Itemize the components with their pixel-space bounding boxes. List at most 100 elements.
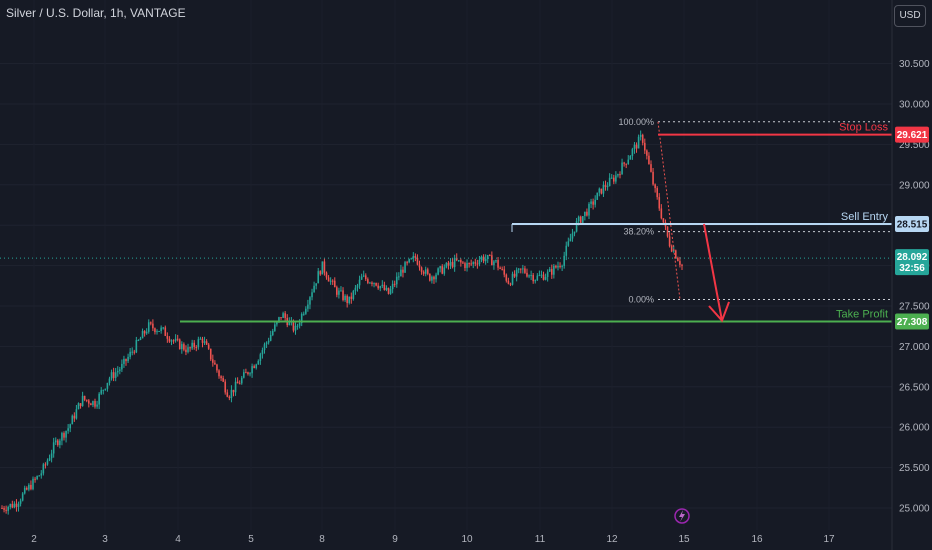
candle-body — [282, 313, 284, 318]
candle-body — [503, 269, 506, 275]
candle-body — [201, 338, 204, 343]
candle-body — [412, 256, 415, 259]
candle-body — [406, 262, 408, 264]
candle-body — [577, 216, 580, 222]
candle-body — [639, 134, 642, 137]
candle-body — [462, 262, 464, 264]
candle-body — [654, 184, 656, 189]
candle-body — [36, 476, 38, 480]
candle-body — [511, 273, 514, 285]
candle-body — [373, 282, 375, 284]
projection-arrowhead — [708, 301, 730, 323]
candle-body — [90, 403, 92, 406]
candle-body — [164, 327, 167, 336]
symbol-title[interactable]: Silver / U.S. Dollar, 1h, VANTAGE — [6, 6, 186, 20]
candle-body — [635, 144, 638, 149]
candle-body — [54, 440, 57, 443]
candle-body — [677, 258, 679, 262]
candle-body — [156, 331, 158, 333]
candle-body — [480, 256, 483, 261]
candle-body — [540, 274, 543, 276]
candle-body — [249, 373, 251, 375]
candle-body — [422, 271, 425, 274]
currency-button[interactable]: USD — [894, 5, 926, 27]
candle-body — [501, 268, 503, 270]
candle-body — [59, 440, 61, 445]
candle-body — [509, 283, 512, 285]
candle-body — [660, 208, 663, 219]
fib-level-label: 0.00% — [628, 295, 654, 305]
candle-body — [650, 164, 652, 172]
candle-body — [596, 192, 599, 200]
candle-body — [431, 276, 433, 281]
candle-body — [199, 338, 202, 340]
y-tick-label: 26.000 — [899, 423, 930, 434]
candle-body — [604, 184, 607, 188]
x-tick-label: 10 — [461, 534, 473, 545]
candle-body — [612, 177, 615, 182]
candle-body — [216, 364, 218, 371]
candle-body — [315, 283, 317, 286]
candle-body — [131, 351, 134, 353]
candle-body — [317, 271, 320, 284]
candle-body — [443, 267, 446, 274]
price-tag — [895, 313, 929, 330]
candle-body — [338, 290, 340, 295]
candle-body — [112, 372, 115, 378]
candle-body — [532, 275, 534, 282]
candle-body — [147, 322, 150, 332]
candle-body — [437, 268, 439, 275]
candle-body — [85, 399, 88, 401]
candle-body — [542, 274, 545, 280]
y-tick-label: 26.500 — [899, 382, 930, 393]
candle-body — [383, 284, 386, 290]
candle-body — [79, 403, 82, 407]
candle-body — [257, 360, 260, 365]
candle-body — [77, 403, 80, 410]
x-tick-label: 2 — [31, 534, 37, 545]
level-name: Take Profit — [836, 309, 888, 321]
candle-body — [615, 175, 617, 182]
candle-body — [598, 188, 601, 193]
candle-body — [300, 313, 303, 324]
candle-body — [418, 264, 421, 268]
candle-body — [311, 292, 313, 298]
candle-body — [536, 275, 539, 281]
candle-body — [139, 338, 142, 341]
candle-body — [63, 433, 65, 438]
candle-body — [548, 269, 551, 272]
candle-body — [356, 285, 359, 288]
candle-body — [393, 283, 396, 285]
candle-body — [108, 378, 111, 383]
candle-body — [594, 199, 596, 205]
candle-body — [185, 349, 187, 353]
candle-body — [344, 295, 346, 300]
candle-body — [145, 331, 148, 334]
candle-body — [350, 296, 353, 299]
candle-body — [209, 348, 212, 360]
candle-body — [94, 401, 96, 407]
candle-body — [160, 327, 162, 331]
candle-body — [445, 262, 448, 268]
candle-body — [435, 274, 437, 280]
candle-body — [75, 409, 78, 419]
candle-body — [123, 358, 125, 364]
candle-body — [181, 344, 183, 350]
candle-body — [466, 263, 468, 268]
y-tick-label: 27.500 — [899, 302, 930, 313]
candle-body — [590, 201, 592, 204]
candle-body — [38, 475, 41, 477]
candle-body — [402, 269, 404, 273]
candle-body — [453, 257, 456, 268]
candle-body — [581, 216, 584, 223]
candle-body — [584, 211, 586, 217]
candle-body — [404, 262, 406, 273]
candle-body — [608, 177, 611, 187]
x-tick-label: 3 — [102, 534, 108, 545]
candle-body — [519, 268, 522, 270]
candle-body — [162, 327, 165, 329]
candle-body — [269, 335, 272, 341]
candle-body — [73, 415, 76, 419]
price-tag — [895, 215, 929, 232]
